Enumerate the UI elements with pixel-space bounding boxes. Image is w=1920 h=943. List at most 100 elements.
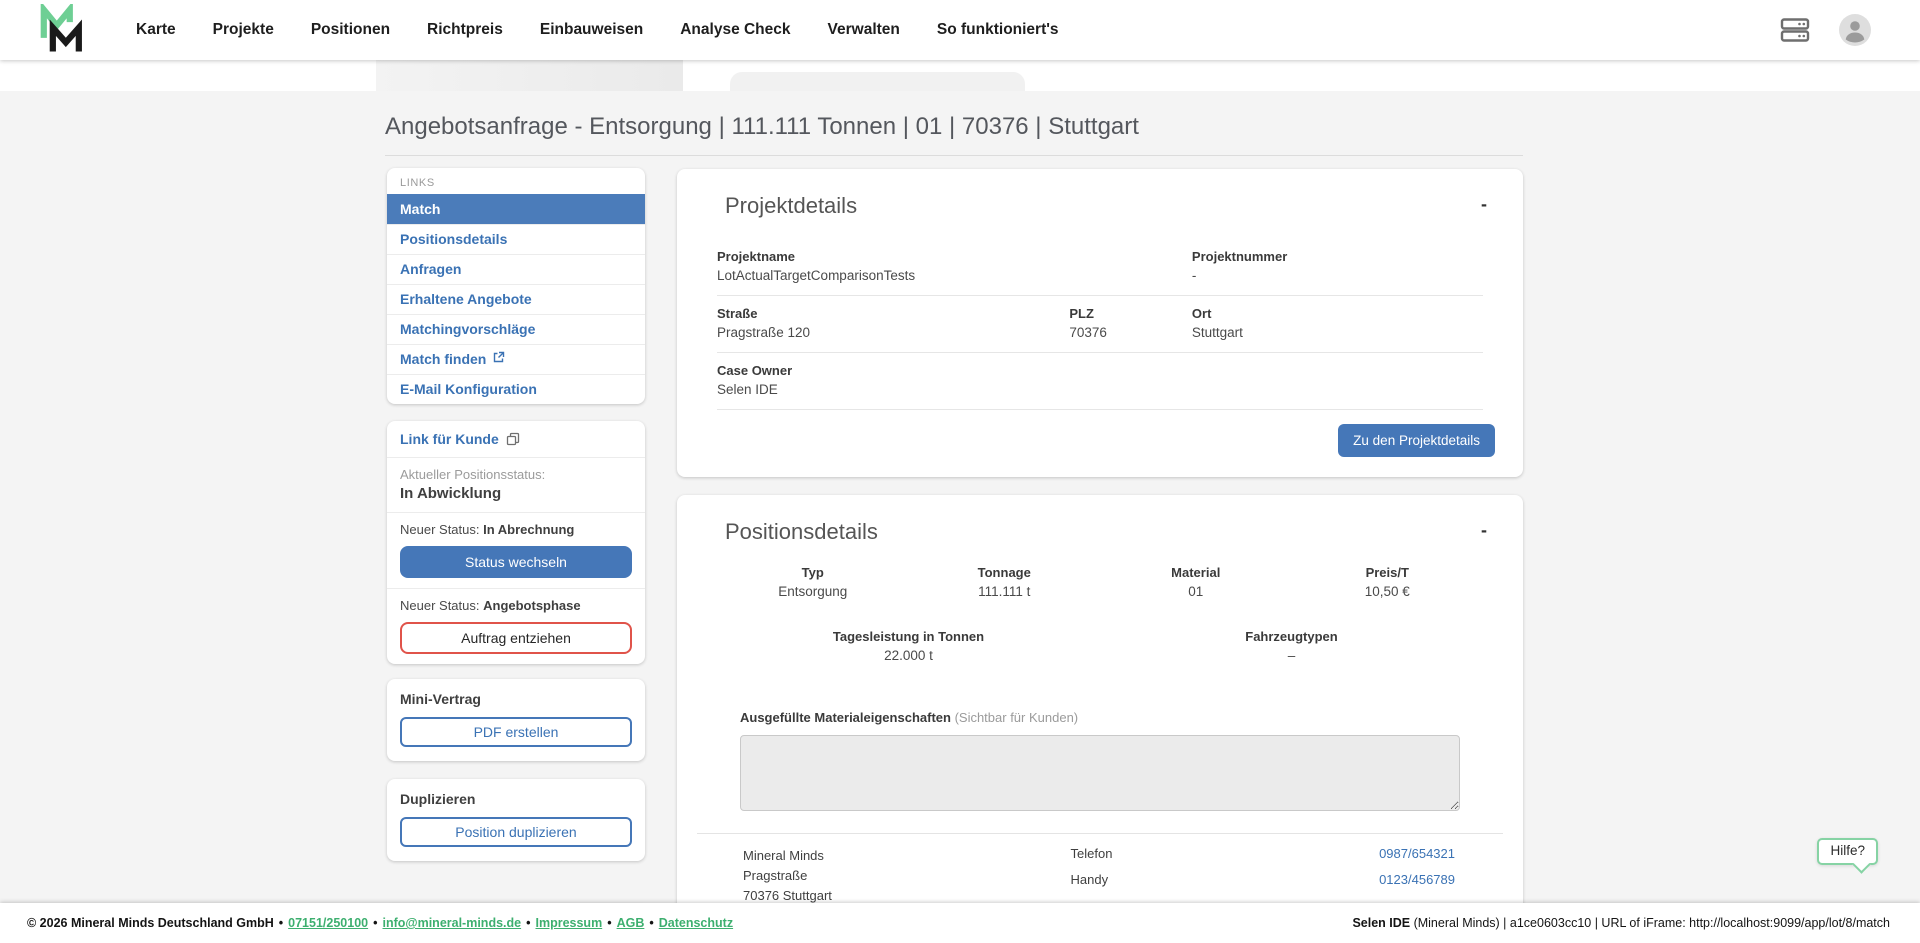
nav-item-einbauweisen[interactable]: Einbauweisen [539, 21, 644, 38]
mini-contract-title: Mini-Vertrag [400, 691, 481, 707]
links-panel-header: LINKS [400, 177, 435, 189]
help-button[interactable]: Hilfe? [1817, 838, 1878, 865]
nav-item-verwalten[interactable]: Verwalten [827, 21, 900, 38]
footer: © 2026 Mineral Minds Deutschland GmbH • … [0, 903, 1920, 943]
material-properties-textarea[interactable] [740, 735, 1460, 811]
footer-link-phone[interactable]: 07151/250100 [288, 916, 369, 930]
mobile-link[interactable]: 0123/456789 [1379, 872, 1455, 887]
change-status-button[interactable]: Status wechseln [400, 546, 632, 578]
project-row-3: Case Owner Selen IDE [717, 353, 1483, 410]
footer-separator: • [373, 916, 378, 930]
status-panel: Link für Kunde Aktueller Positionsstatus… [387, 421, 645, 664]
cutoff-element [730, 72, 1025, 91]
projektname-label: Projektname [717, 249, 796, 264]
contact-company: Mineral Minds [743, 848, 824, 863]
brand-logo[interactable] [40, 4, 86, 56]
phone-label: Telefon [1070, 846, 1113, 861]
tonnage-label: Tonnage [977, 565, 1031, 580]
links-panel: LINKS Match Positionsdetails Anfragen Er… [387, 168, 645, 404]
server-icon[interactable] [1780, 18, 1810, 42]
footer-user: Selen IDE [1352, 916, 1411, 930]
nav-item-analyse-check[interactable]: Analyse Check [680, 21, 791, 38]
position-details-card: Positionsdetails - Typ Entsorgung Tonnag… [677, 495, 1523, 903]
material-label: Material [1171, 565, 1221, 580]
sidebar-item-erhaltene-angebote[interactable]: Erhaltene Angebote [387, 284, 645, 314]
revoke-order-button[interactable]: Auftrag entziehen [400, 622, 632, 654]
strasse-label: Straße [717, 306, 758, 321]
footer-link-agb[interactable]: AGB [616, 916, 645, 930]
customer-link-label: Link für Kunde [400, 431, 499, 447]
mineral-minds-logo-icon [40, 4, 82, 52]
plz-value: 70376 [1069, 325, 1107, 340]
user-avatar[interactable] [1838, 13, 1872, 47]
nav-item-richtpreis[interactable]: Richtpreis [427, 21, 503, 38]
collapse-icon[interactable]: - [1481, 520, 1487, 540]
copy-icon [506, 432, 519, 446]
footer-link-datenschutz[interactable]: Datenschutz [658, 916, 734, 930]
footer-separator: • [526, 916, 531, 930]
change-status-section: Neuer Status: In Abrechnung Status wechs… [387, 512, 645, 588]
fahrzeugtypen-value: – [1287, 648, 1296, 663]
sidebar-item-matchingvorschlaege[interactable]: Matchingvorschläge [387, 314, 645, 344]
contact-street: Pragstraße [743, 868, 808, 883]
title-divider [385, 155, 1523, 156]
sidebar-item-label: Anfragen [400, 261, 462, 277]
nav-item-karte[interactable]: Karte [136, 21, 176, 38]
sidebar-item-positionsdetails[interactable]: Positionsdetails [387, 224, 645, 254]
collapse-icon[interactable]: - [1481, 194, 1487, 214]
plz-label: PLZ [1069, 306, 1094, 321]
sidebar-item-anfragen[interactable]: Anfragen [387, 254, 645, 284]
material-properties-label: Ausgefüllte Materialeigenschaften [740, 710, 951, 725]
footer-link-email[interactable]: info@mineral-minds.de [382, 916, 522, 930]
sidebar-item-label: E-Mail Konfiguration [400, 381, 537, 397]
next-status-prefix: Neuer Status: [400, 522, 484, 537]
sidebar-item-label: Matchingvorschläge [400, 321, 536, 337]
sidebar: LINKS Match Positionsdetails Anfragen Er… [387, 168, 645, 903]
nav-item-positionen[interactable]: Positionen [310, 21, 391, 38]
sidebar-item-label: Match finden [400, 351, 487, 367]
page-title: Angebotsanfrage - Entsorgung | 111.111 T… [385, 113, 1139, 140]
material-properties-hint: (Sichtbar für Kunden) [950, 710, 1079, 725]
tagesleistung-label: Tagesleistung in Tonnen [832, 629, 985, 644]
sidebar-item-match[interactable]: Match [387, 194, 645, 224]
top-navbar: Karte Projekte Positionen Richtpreis Ein… [0, 0, 1920, 60]
tagesleistung-value: 22.000 t [884, 648, 933, 663]
footer-session-details: (Mineral Minds) | a1ce0603cc10 | URL of … [1410, 916, 1890, 930]
sidebar-item-email-konfiguration[interactable]: E-Mail Konfiguration [387, 374, 645, 404]
customer-link[interactable]: Link für Kunde [387, 421, 645, 457]
main-nav: Karte Projekte Positionen Richtpreis Ein… [136, 21, 1059, 39]
project-card-title: Projektdetails [725, 193, 858, 218]
footer-copyright: © 2026 Mineral Minds Deutschland GmbH [27, 916, 274, 930]
nav-item-projekte[interactable]: Projekte [212, 21, 274, 38]
nav-item-so-funktionierts[interactable]: So funktioniert's [936, 21, 1059, 38]
sidebar-item-match-finden[interactable]: Match finden [387, 344, 645, 374]
to-project-details-button[interactable]: Zu den Projektdetails [1338, 424, 1495, 457]
main-content: Projektdetails - Projektname LotActualTa… [677, 169, 1523, 903]
preis-label: Preis/T [1365, 565, 1409, 580]
phone-link[interactable]: 0987/654321 [1379, 846, 1455, 861]
avatar-icon [1839, 14, 1871, 46]
position-row-2: Tagesleistung in Tonnen 22.000 t Fahrzeu… [717, 629, 1483, 663]
duplicate-position-button[interactable]: Position duplizieren [400, 817, 632, 847]
position-row-1: Typ Entsorgung Tonnage 111.111 t Materia… [717, 565, 1483, 599]
typ-label: Typ [801, 565, 824, 580]
tonnage-value: 111.111 t [978, 584, 1031, 599]
position-card-title: Positionsdetails [725, 519, 878, 544]
sidebar-item-label: Match [400, 201, 441, 217]
revoke-section: Neuer Status: Angebotsphase Auftrag entz… [387, 588, 645, 664]
sidebar-item-label: Erhaltene Angebote [400, 291, 532, 307]
current-status-label: Aktueller Positionsstatus: [400, 467, 546, 482]
mobile-label: Handy [1070, 872, 1109, 887]
footer-link-impressum[interactable]: Impressum [535, 916, 603, 930]
next-status-text: Neuer Status: In Abrechnung [400, 522, 632, 537]
footer-session-info: Selen IDE (Mineral Minds) | a1ce0603cc10… [1352, 916, 1890, 930]
cutoff-element [376, 57, 683, 91]
current-status-value: In Abwicklung [400, 485, 502, 502]
scroll-cutoff-strip [0, 57, 1920, 91]
fahrzeugtypen-label: Fahrzeugtypen [1245, 629, 1338, 644]
projektname-value: LotActualTargetComparisonTests [717, 268, 916, 283]
create-pdf-button[interactable]: PDF erstellen [400, 717, 632, 747]
current-status-section: Aktueller Positionsstatus: In Abwicklung [387, 457, 645, 512]
duplicate-title: Duplizieren [400, 791, 476, 807]
